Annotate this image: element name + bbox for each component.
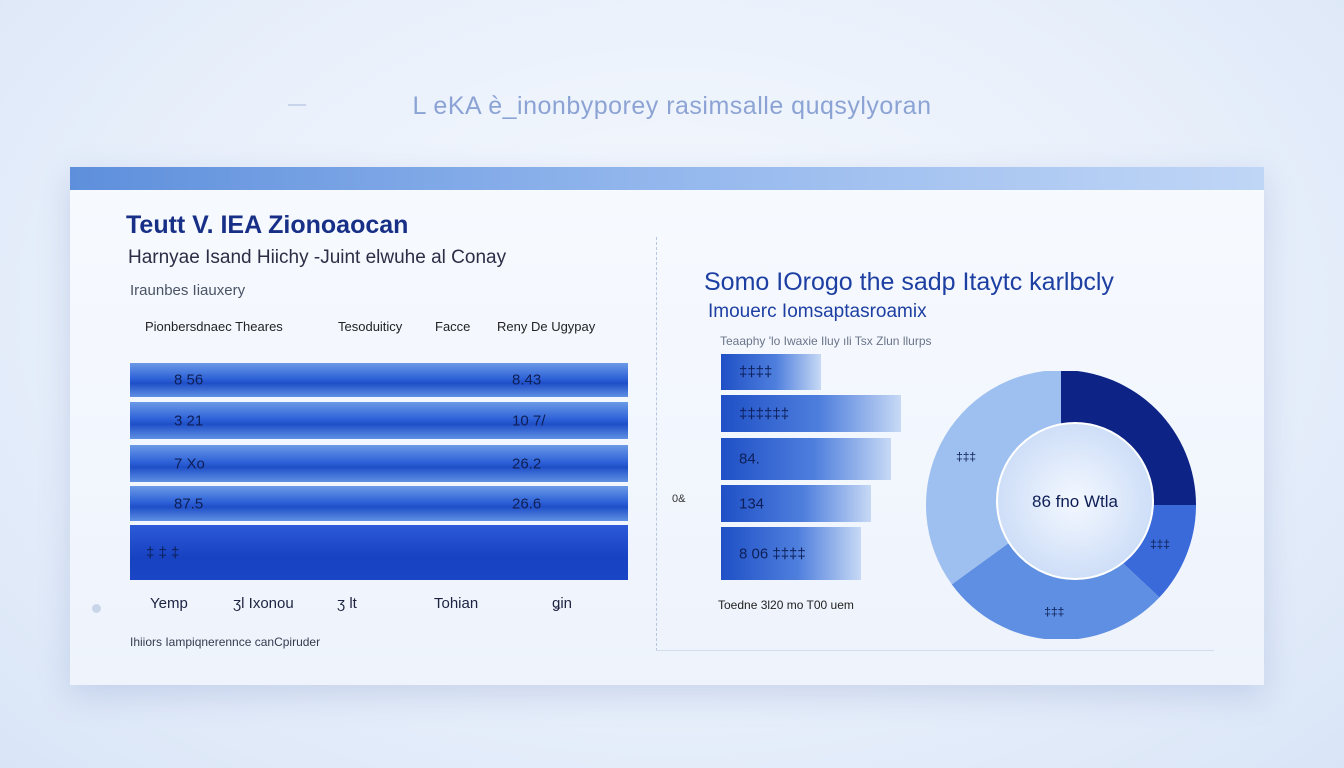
- column-header: Facce: [435, 319, 471, 334]
- column-header: Tesoduiticy: [338, 319, 403, 334]
- table-row: 7 Xo 26.2: [130, 445, 628, 482]
- row-left-value: 8 56: [174, 371, 204, 389]
- bar-row: ‡‡‡‡‡‡: [721, 395, 921, 432]
- bar-label: ‡‡‡‡‡‡: [739, 405, 790, 422]
- donut-chart: ‡‡‡ ‡‡‡ ‡‡‡ 86 fno Wtla: [926, 371, 1196, 639]
- row-footer-label: Tohian: [434, 595, 479, 612]
- donut-slice-label: ‡‡‡: [956, 450, 976, 464]
- donut-slice: [926, 371, 1061, 585]
- bar-row: 84.: [721, 438, 921, 480]
- left-chart-subtitle: Harnyae Isand Hiichy -Juint elwuhe al Co…: [128, 247, 507, 268]
- column-header: Pionbersdnaec Theares: [145, 319, 283, 334]
- row-footer-label: ʒl Ixonou: [233, 595, 294, 612]
- bar-label: 134: [739, 495, 765, 512]
- donut-slice-label: ‡‡‡: [1044, 604, 1064, 618]
- row-right-value: 8.43: [512, 371, 542, 389]
- table-row: 8 56 8.43: [130, 363, 628, 397]
- row-right-value: 26.6: [512, 495, 542, 512]
- row-footer-label: ǥin: [552, 595, 573, 612]
- bar-label: 84.: [739, 450, 760, 468]
- bar-row: 134: [721, 485, 921, 522]
- table-row: ‡ ‡ ‡: [130, 525, 628, 580]
- y-tick-label: 0&: [672, 493, 686, 505]
- donut-center-label: 86 fno Wtla: [1032, 492, 1119, 511]
- bar-row: ‡‡‡‡: [721, 354, 921, 390]
- row-left-value: 87.5: [174, 495, 204, 512]
- bar: [721, 354, 821, 390]
- decorative-dot: [92, 604, 101, 613]
- row-right-value: 26.2: [512, 455, 542, 472]
- table-row: 3 21 10 7/: [130, 402, 628, 439]
- right-chart-legend: Teaaphy 'lo Iwaxie Iluy ıli Tsx Zlun llu…: [720, 334, 932, 348]
- title-dash: [288, 104, 306, 106]
- right-chart-subtitle: Imouerc Iomsaptasroamix: [708, 301, 927, 322]
- column-header: Reny De Ugypay: [497, 319, 596, 334]
- chart-panel: Teutt V. IEA Zionoaocan Harnyae Isand Hi…: [70, 167, 1264, 685]
- table-row: 87.5 26.6: [130, 486, 628, 521]
- left-chart-caption: Iraunbes Iiauxery: [130, 282, 246, 299]
- panel-baseline: [656, 650, 1214, 651]
- bar: [721, 395, 901, 432]
- bar-row: 8 06 ‡‡‡‡: [721, 527, 921, 580]
- bar-label: 8 06 ‡‡‡‡: [739, 545, 806, 562]
- right-chart-title: Somo IOrogo the sadp Itaytc karlbcly: [704, 268, 1114, 296]
- row-footer-label: ʒ lt: [337, 595, 357, 612]
- donut-slice-label: ‡‡‡: [1150, 537, 1170, 551]
- row-right-value: 10 7/: [512, 412, 546, 429]
- row-left-value: ‡ ‡ ‡: [146, 544, 180, 561]
- bar: [721, 438, 891, 480]
- row-left-value: 3 21: [174, 412, 204, 429]
- bar: [721, 485, 871, 522]
- row-left-value: 7 Xo: [174, 455, 205, 472]
- donut-center: [996, 422, 1154, 580]
- panel-divider: [656, 237, 658, 651]
- panel-header-bar: [70, 167, 1264, 190]
- bar-label: ‡‡‡‡: [739, 363, 773, 381]
- left-chart-note: Ihiiors Iampiqnerennce canCpiruder: [130, 635, 321, 649]
- x-axis-label: Toedne 3l20 mo T00 uem: [718, 598, 854, 612]
- left-chart-title: Teutt V. IEA Zionoaocan: [126, 211, 409, 239]
- row-footer-label: Yemp: [150, 595, 188, 612]
- page-title: L eKA è_inonbyporey rasimsalle quqsylyor…: [412, 92, 932, 120]
- bar: [721, 527, 861, 580]
